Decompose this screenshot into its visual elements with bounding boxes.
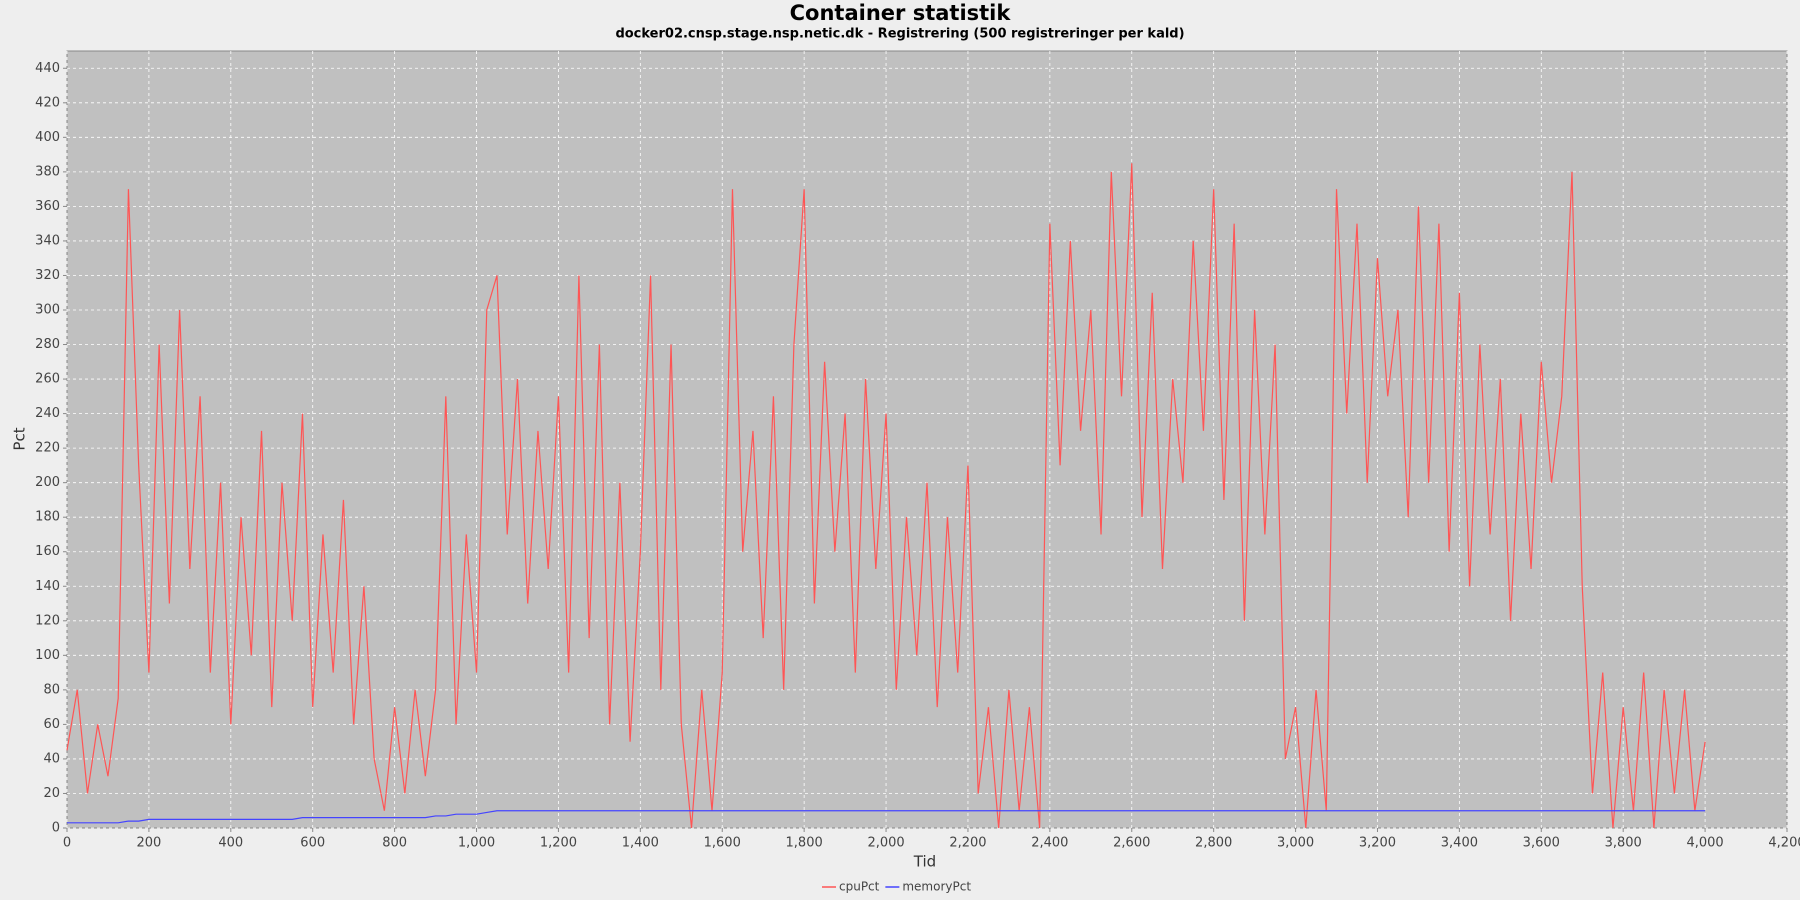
y-tick-label: 20 [43,786,60,801]
series-line [67,810,1706,824]
x-tick-label: 2,200 [949,836,986,851]
x-tick-label: 3,800 [1605,836,1642,851]
x-tick-label: 3,000 [1277,836,1314,851]
y-tick-label: 260 [35,372,60,387]
x-tick-label: 1,000 [458,836,495,851]
y-tick-label: 300 [35,303,60,318]
y-tick-label: 200 [35,475,60,490]
y-axis-label: Pct [11,427,29,450]
y-tick-label: 420 [35,95,60,110]
y-tick-label: 340 [35,233,60,248]
y-tick-label: 0 [52,821,60,836]
x-tick-label: 1,600 [704,836,741,851]
x-tick-label: 2,600 [1113,836,1150,851]
x-tick-label: 3,200 [1359,836,1396,851]
x-tick-label: 600 [300,836,325,851]
legend-label: cpuPct [839,880,880,894]
y-tick-label: 40 [43,751,60,766]
plot-area [66,50,1788,829]
series-line [66,163,1706,829]
y-tick-label: 400 [35,130,60,145]
x-tick-label: 3,400 [1441,836,1478,851]
x-tick-label: 3,600 [1523,836,1560,851]
x-tick-label: 0 [63,836,71,851]
x-axis-label: Tid [913,853,936,871]
y-tick-label: 60 [43,717,60,732]
x-tick-label: 400 [218,836,243,851]
y-tick-label: 220 [35,441,60,456]
y-tick-label: 320 [35,268,60,283]
y-tick-label: 360 [35,199,60,214]
y-tick-label: 380 [35,164,60,179]
x-tick-label: 2,000 [867,836,904,851]
y-tick-label: 180 [35,510,60,525]
x-tick-label: 4,000 [1686,836,1723,851]
y-tick-label: 120 [35,613,60,628]
y-tick-label: 80 [43,682,60,697]
y-tick-label: 240 [35,406,60,421]
x-tick-label: 2,400 [1031,836,1068,851]
legend-label: memoryPct [902,880,971,894]
y-tick-label: 160 [35,544,60,559]
x-tick-label: 1,200 [540,836,577,851]
y-tick-label: 100 [35,648,60,663]
x-tick-label: 4,200 [1768,836,1800,851]
x-tick-label: 2,800 [1195,836,1232,851]
chart-subtitle: docker02.cnsp.stage.nsp.netic.dk - Regis… [615,27,1184,42]
x-tick-label: 1,800 [786,836,823,851]
y-tick-label: 140 [35,579,60,594]
chart-title: Container statistik [790,1,1012,25]
y-tick-label: 440 [35,61,60,76]
x-tick-label: 200 [136,836,161,851]
x-tick-label: 800 [382,836,407,851]
x-tick-label: 1,400 [622,836,659,851]
y-tick-label: 280 [35,337,60,352]
